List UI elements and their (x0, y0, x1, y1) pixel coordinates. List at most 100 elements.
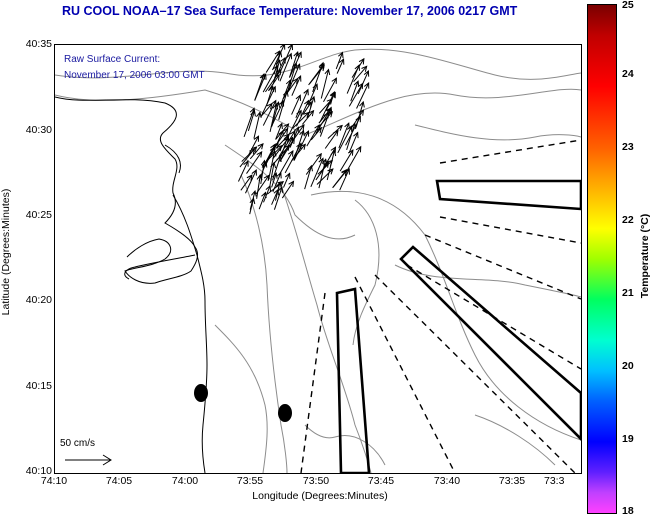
current-vector-head (256, 151, 263, 158)
current-vector-head (257, 142, 264, 150)
colorbar-label: Temperature (°C) (639, 213, 651, 299)
current-vector (278, 91, 288, 120)
current-vector (318, 159, 327, 189)
current-vector (318, 107, 332, 124)
current-vector-head (293, 50, 300, 58)
current-vector (337, 125, 353, 154)
current-vector (263, 185, 271, 203)
colorbar-tick-label: 19 (622, 433, 634, 445)
current-vector-head (298, 124, 305, 131)
current-vector-head (354, 64, 360, 71)
current-vector-head (318, 61, 325, 69)
mooring-marker (278, 404, 292, 422)
current-vector-head (363, 70, 370, 77)
current-vector-head (278, 100, 285, 107)
current-vector-head (246, 174, 253, 181)
contour-line (474, 414, 556, 466)
x-tick-label: 74:00 (171, 475, 199, 487)
current-vector (267, 74, 280, 92)
current-vector-head (275, 68, 282, 76)
current-vector (291, 75, 302, 96)
current-vector-head (329, 91, 336, 98)
current-vector (319, 107, 332, 137)
contour-line (310, 190, 581, 441)
current-vector-head (291, 62, 298, 69)
current-vector (275, 123, 289, 140)
current-vector-head (283, 123, 290, 130)
current-timestamp: November 17, 2006 03:00 GMT (64, 70, 205, 81)
current-vector (292, 112, 310, 129)
current-label: Raw Surface Current: (64, 54, 161, 65)
current-vector-head (350, 122, 357, 130)
current-vector (310, 127, 322, 141)
current-vector-head (359, 100, 365, 108)
current-vector (351, 58, 365, 78)
coastline-main (55, 96, 198, 284)
current-vector (308, 84, 318, 104)
current-vector (350, 81, 359, 102)
current-vector-head (285, 172, 291, 179)
x-tick-label: 74:05 (105, 475, 133, 487)
current-vector (345, 146, 362, 174)
map-canvas (55, 45, 581, 473)
colorbar-tick-label: 22 (622, 214, 634, 226)
current-vector (327, 125, 343, 139)
current-vector-head (327, 168, 334, 175)
current-vector (245, 169, 257, 194)
survey-boxes (335, 179, 581, 473)
current-vector (335, 52, 343, 70)
current-vector-head (261, 73, 267, 80)
scale-label: 50 cm/s (60, 438, 96, 449)
current-vector-head (363, 82, 370, 89)
current-vector (307, 96, 315, 118)
current-vector-head (330, 91, 336, 99)
current-vector-head (286, 52, 293, 60)
current-vector (301, 110, 314, 125)
current-vector-head (296, 142, 302, 150)
contour-line (240, 174, 288, 473)
current-vector-head (251, 169, 257, 176)
current-vector (279, 45, 293, 72)
current-vector-head (279, 45, 286, 50)
colorbar-tick-label: 18 (622, 505, 634, 517)
current-vector (310, 158, 324, 187)
current-vector (286, 63, 297, 93)
current-vector (238, 160, 249, 182)
current-vector-head (277, 122, 283, 130)
current-vector-head (276, 155, 282, 162)
current-vector (246, 151, 263, 174)
radial-line (439, 139, 581, 164)
colorbar-tick-label: 23 (622, 141, 634, 153)
coastline (55, 96, 208, 473)
contour-line (280, 184, 372, 473)
current-vector (302, 101, 312, 115)
current-vector (274, 182, 281, 201)
current-vector-head (330, 149, 337, 157)
current-vector (248, 135, 259, 156)
current-vector-head (316, 152, 322, 160)
current-vector-head (299, 143, 306, 150)
current-vector (260, 103, 273, 118)
current-vector (332, 169, 347, 189)
current-vector-head (277, 186, 284, 193)
radial-line (354, 276, 456, 473)
scale-arrow (65, 454, 112, 466)
current-vector (318, 98, 333, 114)
current-vector-head (308, 109, 315, 117)
current-vector (247, 110, 255, 131)
colorbar-tick-label: 24 (622, 68, 634, 80)
radial-lines (300, 139, 581, 473)
x-axis-label: Longitude (Degrees:Minutes) (252, 490, 388, 502)
current-vector-head (285, 79, 292, 86)
contour-line (414, 124, 581, 141)
current-vector (338, 122, 350, 149)
current-vector (272, 45, 285, 71)
colorbar-tick-label: 25 (622, 0, 634, 11)
current-vector-head (338, 58, 345, 65)
contour-line (224, 144, 356, 240)
current-vector (272, 156, 281, 181)
survey-box-east (435, 179, 581, 211)
current-vector (280, 134, 289, 157)
current-vector (281, 181, 294, 199)
current-vector (319, 91, 335, 123)
